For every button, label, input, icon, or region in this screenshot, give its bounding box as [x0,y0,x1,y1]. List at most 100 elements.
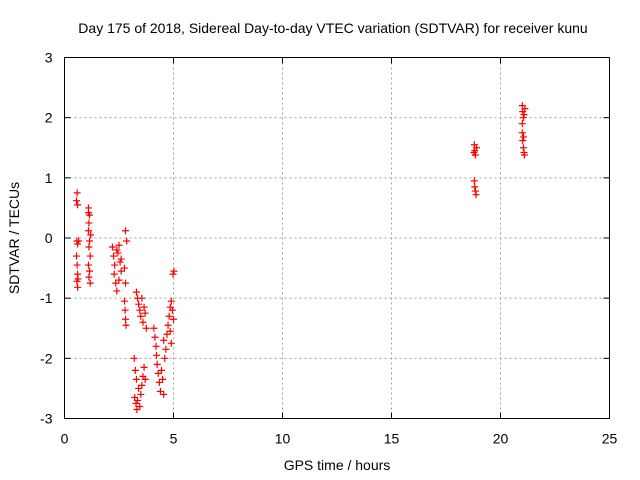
data-point [132,288,140,296]
data-point [165,312,173,320]
x-tick-label: 5 [170,431,178,447]
x-tick-label: 10 [275,431,291,447]
grid [64,57,610,419]
y-tick-label: 2 [45,110,53,126]
data-point [141,375,149,383]
x-tick-label: 20 [493,431,509,447]
data-point [136,402,144,410]
data-point [84,261,92,269]
data-point [167,339,175,347]
data-point [141,309,149,317]
data-point [519,137,527,145]
data-point [164,321,172,329]
data-point [86,267,94,275]
data-point [135,384,143,392]
data-point [130,354,138,362]
data-point [160,390,168,398]
data-point [519,144,527,152]
data-point [151,333,159,341]
data-point [155,378,163,386]
chart-title: Day 175 of 2018, Sidereal Day-to-day VTE… [78,20,587,36]
data-point [123,237,131,245]
x-axis-label: GPS time / hours [284,457,391,473]
data-point [160,336,168,344]
data-point [471,183,479,191]
plot-frame [64,57,610,419]
data-point [156,387,164,395]
y-tick-label: -1 [40,290,53,306]
data-point [84,209,92,217]
data-point [84,227,92,235]
data-point [519,114,527,122]
data-point [73,261,81,269]
data-point [162,345,170,353]
data-point [113,287,121,295]
data-point [73,189,81,197]
data-point [72,197,80,205]
x-tick-label: 25 [602,431,618,447]
data-point [122,227,130,235]
data-point [138,294,146,302]
data-point [72,252,80,260]
data-point [472,191,480,199]
data-point [86,252,94,260]
data-point [75,237,83,245]
x-tick-labels: 0 5 10 15 20 25 [61,431,618,447]
data-point [163,330,171,338]
data-point [120,297,128,305]
data-point [117,267,125,275]
data-point [138,381,146,389]
data-point [117,255,125,263]
data-point [86,279,94,287]
data-point [167,297,175,305]
data-point [168,306,176,314]
data-point [121,306,129,314]
data-point [152,351,160,359]
data-point [85,273,93,281]
y-tick-labels: -3 -2 -1 0 1 2 3 [40,50,53,427]
data-point [74,240,82,248]
data-point [153,360,161,368]
data-point [86,237,94,245]
data-point [154,369,162,377]
data-point [115,276,123,284]
y-tick-label: 0 [45,230,53,246]
data-point [122,321,130,329]
data-point [518,120,526,128]
data-point [520,111,528,119]
data-point [471,187,479,195]
data-point [150,324,158,332]
data-point [140,303,148,311]
data-point [520,133,528,141]
data-point [132,375,140,383]
data-point [139,318,147,326]
data-point [152,342,160,350]
data-point [137,312,145,320]
data-point [111,261,119,269]
data-point [166,327,174,335]
data-point [136,306,144,314]
y-axis-label: SDTVAR / TECUs [6,182,22,294]
data-point [113,246,121,254]
data-point [110,252,118,260]
data-point [114,249,122,257]
data-point [137,390,145,398]
data-point [142,324,150,332]
data-point [134,396,142,404]
data-point [120,264,128,272]
data-point [159,375,167,383]
data-point [132,399,140,407]
data-point [74,201,82,209]
y-tick-label: -3 [40,411,53,427]
data-point [122,315,130,323]
data-point [87,231,95,239]
x-tick-label: 15 [384,431,400,447]
y-tick-label: 3 [45,50,53,66]
data-point [161,354,169,362]
data-point [74,275,82,283]
data-point [518,129,526,137]
data-point [112,279,120,287]
data-point [108,243,116,251]
data-point [110,270,118,278]
data-point [170,267,178,275]
